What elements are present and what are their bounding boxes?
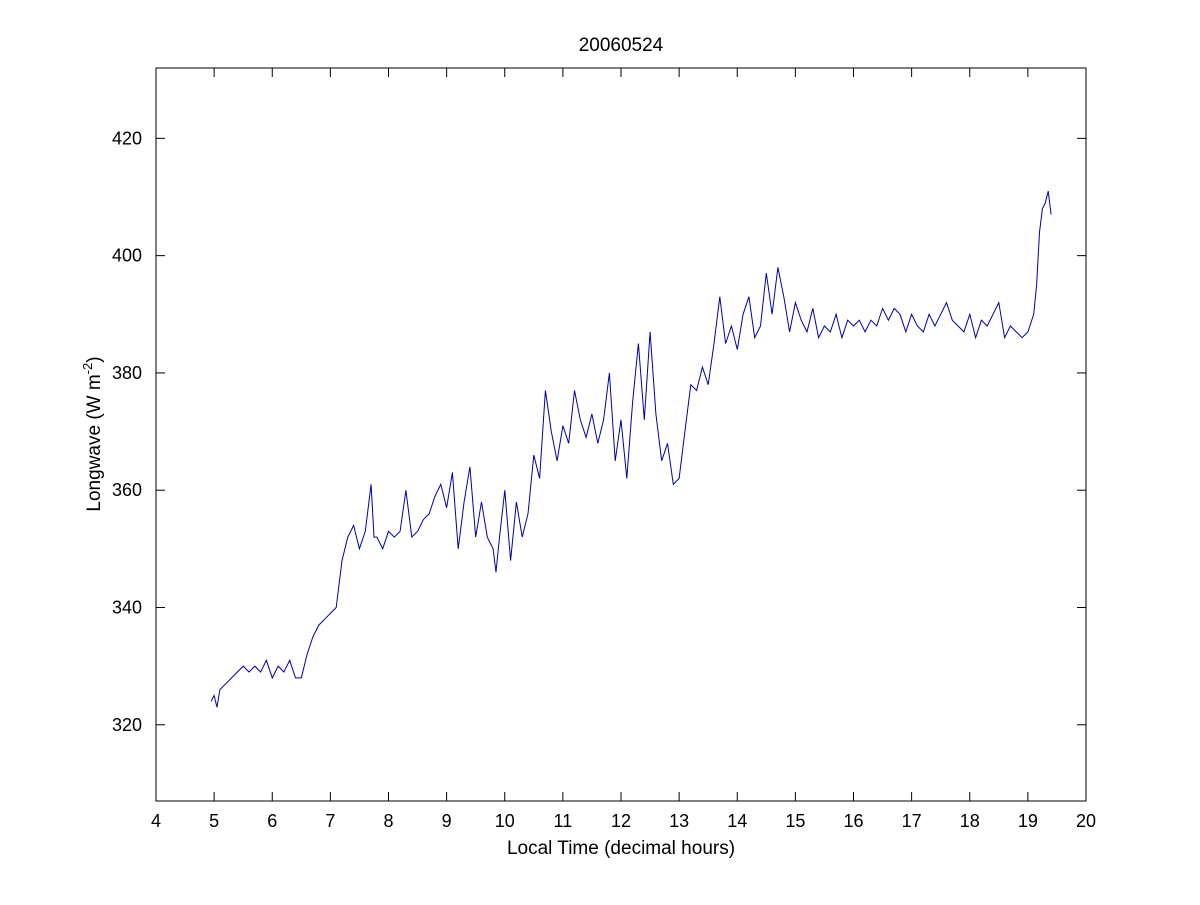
x-tick-label: 20 <box>1076 811 1096 831</box>
y-tick-label: 320 <box>112 715 142 735</box>
y-tick-label: 360 <box>112 480 142 500</box>
x-tick-label: 7 <box>325 811 335 831</box>
y-tick-label: 420 <box>112 128 142 148</box>
x-tick-label: 5 <box>209 811 219 831</box>
x-tick-label: 9 <box>442 811 452 831</box>
x-tick-label: 16 <box>843 811 863 831</box>
x-tick-label: 10 <box>495 811 515 831</box>
y-tick-label: 380 <box>112 363 142 383</box>
longwave-series-line <box>210 190 1052 708</box>
x-tick-label: 15 <box>785 811 805 831</box>
x-tick-label: 12 <box>611 811 631 831</box>
x-tick-label: 19 <box>1018 811 1038 831</box>
plot-area-frame <box>155 67 1087 802</box>
x-tick-label: 8 <box>383 811 393 831</box>
x-tick-label: 13 <box>669 811 689 831</box>
x-axis-label: Local Time (decimal hours) <box>507 838 735 859</box>
x-tick-label: 14 <box>727 811 747 831</box>
y-tick-label: 340 <box>112 597 142 617</box>
x-tick-label: 18 <box>960 811 980 831</box>
x-tick-label: 17 <box>902 811 922 831</box>
x-tick-label: 4 <box>151 811 161 831</box>
y-axis-label-close: ) <box>84 356 105 362</box>
x-tick-label: 6 <box>267 811 277 831</box>
y-axis-label-superscript: -2 <box>80 363 95 375</box>
x-axis-ticks: 4 5 6 7 8 9 10 11 12 13 14 15 16 17 18 19 20 <box>151 68 1096 831</box>
y-axis-label-main: Longwave (W m <box>84 374 105 511</box>
chart-title: 20060524 <box>579 35 664 56</box>
y-axis-label: Longwave (W m-2) <box>80 356 105 511</box>
y-axis-ticks: 320 340 360 380 400 420 <box>112 128 1086 735</box>
y-tick-label: 400 <box>112 246 142 266</box>
x-tick-label: 11 <box>554 811 573 831</box>
